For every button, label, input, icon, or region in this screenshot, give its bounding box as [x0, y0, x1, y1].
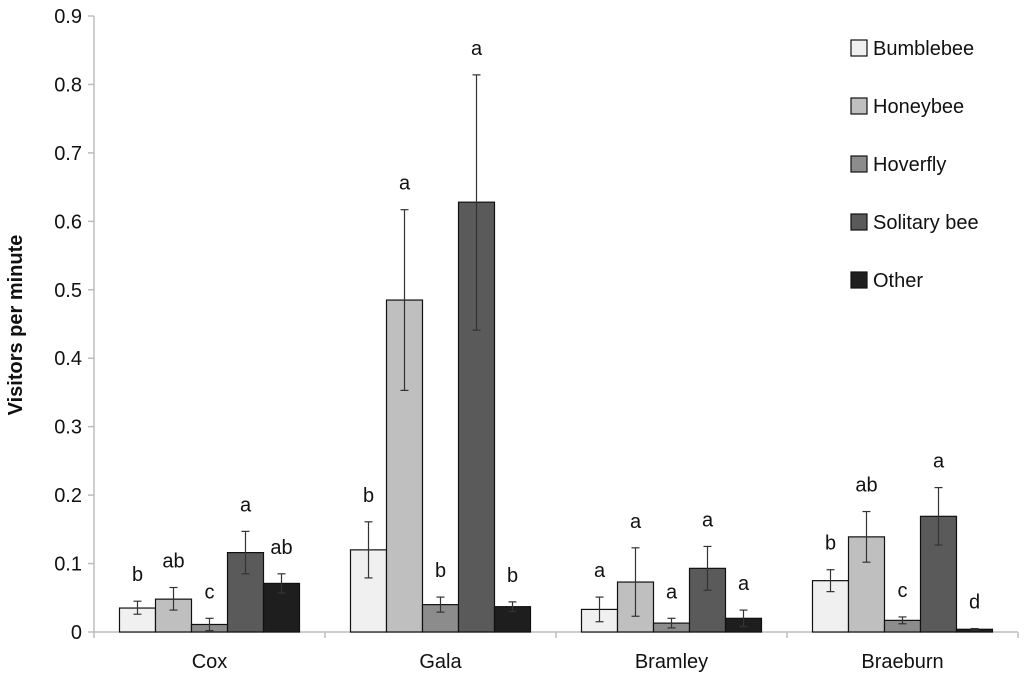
legend-label: Solitary bee — [873, 212, 979, 234]
significance-letter: ab — [270, 537, 292, 559]
y-tick-label: 0.6 — [54, 211, 82, 233]
significance-letter: a — [399, 173, 411, 195]
legend-label: Other — [873, 270, 923, 292]
significance-letter: ab — [162, 551, 184, 573]
significance-letter: c — [205, 581, 215, 603]
legend-swatch — [850, 271, 868, 289]
legend-label: Bumblebee — [873, 38, 974, 60]
category-label: Gala — [419, 651, 462, 673]
category-label: Braeburn — [861, 651, 943, 673]
legend-swatch — [850, 97, 868, 115]
significance-letter: b — [435, 560, 446, 582]
significance-letter: a — [471, 38, 483, 60]
significance-letter: d — [969, 592, 980, 614]
significance-letter: a — [666, 581, 678, 603]
significance-letter: a — [240, 494, 252, 516]
error-bars — [133, 74, 979, 632]
x-axis-ticks — [93, 632, 1019, 638]
bars — [118, 201, 994, 633]
y-tick-label: 0.7 — [54, 143, 82, 165]
significance-letter: b — [507, 565, 518, 587]
legend-label: Hoverfly — [873, 154, 946, 176]
significance-letter: b — [132, 564, 143, 586]
legend-swatch — [850, 213, 868, 231]
significance-letter: a — [702, 509, 714, 531]
y-tick-label: 0 — [71, 622, 82, 644]
y-axis-title: Visitors per minute — [5, 235, 27, 416]
y-tick-label: 0.2 — [54, 485, 82, 507]
significance-letter: b — [825, 533, 836, 555]
significance-letter: a — [738, 573, 750, 595]
y-tick-label: 0.5 — [54, 280, 82, 302]
legend: Bumblebee Honeybee Hoverfly Solitary bee Oth… — [850, 38, 979, 292]
legend-swatch — [850, 39, 868, 57]
legend-swatch — [850, 155, 868, 173]
significance-letter: a — [933, 451, 945, 473]
category-label: Bramley — [635, 651, 708, 673]
significance-letter: ab — [855, 475, 877, 497]
y-tick-label: 0.1 — [54, 554, 82, 576]
y-tick-label: 0.3 — [54, 417, 82, 439]
legend-label: Honeybee — [873, 96, 964, 118]
significance-letter: b — [363, 485, 374, 507]
y-axis-ticks: 0 0.1 0.2 0.3 0.4 0.5 0.6 0.7 0.8 0.9 — [54, 6, 94, 644]
significance-letter: a — [594, 560, 606, 582]
y-tick-label: 0.9 — [54, 6, 82, 28]
significance-letter: a — [630, 511, 642, 533]
significance-letter: c — [898, 580, 908, 602]
category-labels: Cox Gala Bramley Braeburn — [192, 651, 944, 673]
category-label: Cox — [192, 651, 228, 673]
y-tick-label: 0.8 — [54, 74, 82, 96]
y-tick-label: 0.4 — [54, 348, 82, 370]
